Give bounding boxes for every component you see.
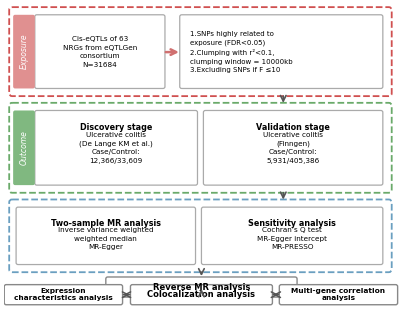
FancyBboxPatch shape <box>35 15 165 88</box>
Text: Inverse variance weighted
weighted median
MR-Egger: Inverse variance weighted weighted media… <box>58 227 154 250</box>
Text: Expression
characteristics analysis: Expression characteristics analysis <box>14 288 113 301</box>
Text: Discovery stage: Discovery stage <box>80 123 152 132</box>
Text: Ulcerative colitis
(De Lange KM et al.)
Case/Control:
12,366/33,609: Ulcerative colitis (De Lange KM et al.) … <box>79 132 153 163</box>
FancyBboxPatch shape <box>130 285 272 305</box>
Text: Multi-gene correlation
analysis: Multi-gene correlation analysis <box>292 288 386 301</box>
Text: Cis-eQTLs of 63
NRGs from eQTLGen
consortium
N=31684: Cis-eQTLs of 63 NRGs from eQTLGen consor… <box>63 36 137 68</box>
Text: Validation stage: Validation stage <box>256 123 330 132</box>
FancyBboxPatch shape <box>180 15 383 88</box>
FancyBboxPatch shape <box>202 207 383 265</box>
Text: 1.SNPs highly related to
exposure (FDR<0.05)
2.Clumping with r²<0.1,
clumping wi: 1.SNPs highly related to exposure (FDR<0… <box>190 31 292 73</box>
Text: Sensitivity analysis: Sensitivity analysis <box>248 218 336 228</box>
FancyBboxPatch shape <box>13 111 35 185</box>
Text: Two-sample MR analysis: Two-sample MR analysis <box>51 218 161 228</box>
Text: Colocalization analysis: Colocalization analysis <box>148 290 256 299</box>
Text: Reverse MR analysis: Reverse MR analysis <box>153 282 250 291</box>
Text: Ulcerative colitis
(Finngen)
Case/Control:
5,931/405,386: Ulcerative colitis (Finngen) Case/Contro… <box>263 132 323 163</box>
Text: Outcome: Outcome <box>20 130 28 165</box>
FancyBboxPatch shape <box>13 15 35 88</box>
FancyBboxPatch shape <box>35 111 198 185</box>
FancyBboxPatch shape <box>279 285 398 305</box>
Text: Cochran’s Q test
MR-Egger intercept
MR-PRESSO: Cochran’s Q test MR-Egger intercept MR-P… <box>257 227 327 250</box>
FancyBboxPatch shape <box>4 285 122 305</box>
FancyBboxPatch shape <box>16 207 196 265</box>
FancyBboxPatch shape <box>106 277 297 297</box>
Text: Exposure: Exposure <box>20 34 28 70</box>
FancyBboxPatch shape <box>204 111 383 185</box>
